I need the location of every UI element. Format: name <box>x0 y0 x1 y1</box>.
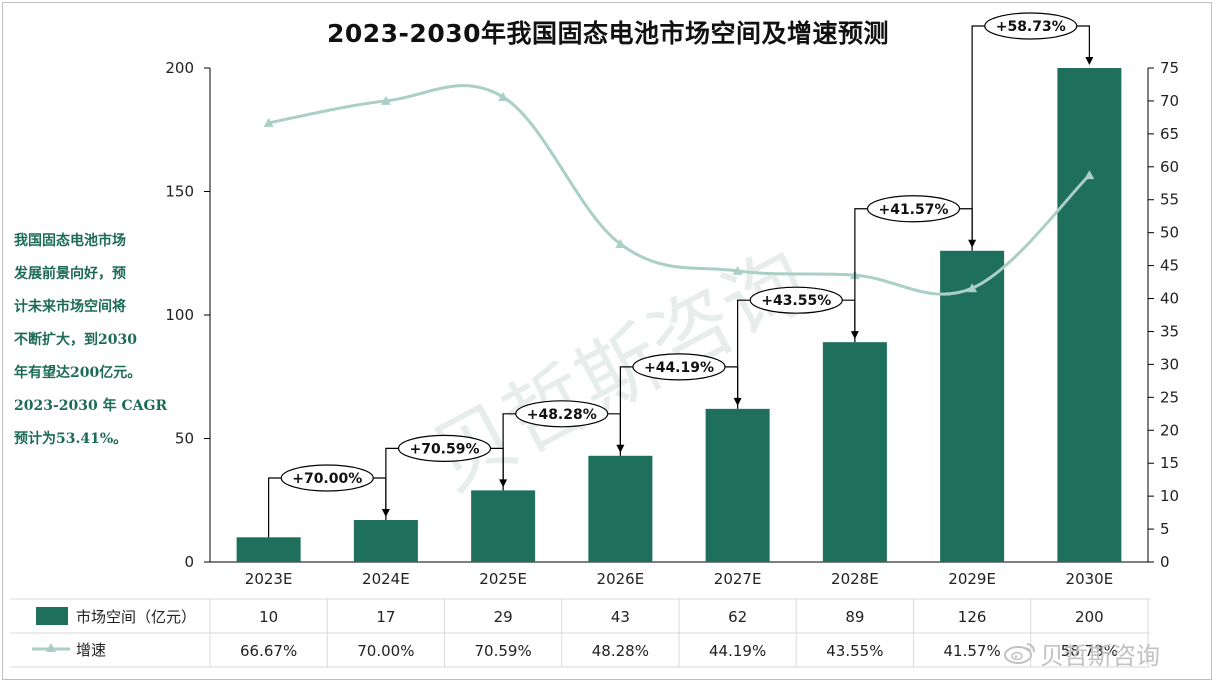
growth-point <box>498 92 509 102</box>
y-right-tick-label: 35 <box>1160 322 1179 340</box>
side-note-line: 计未来市场空间将 <box>14 299 126 315</box>
table-growth-cell: 66.67% <box>240 642 297 660</box>
x-tick-label: 2025E <box>479 570 527 588</box>
growth-point <box>1084 170 1095 180</box>
axes: 0 50 100 150 200 0 5 10 15 20 25 30 35 40 45 50 55 60 65 70… <box>165 59 1179 588</box>
table-growth-cell: 43.55% <box>826 642 883 660</box>
y-right-tick-label: 10 <box>1160 487 1179 505</box>
y-right-tick-label: 40 <box>1160 290 1179 308</box>
table-growth-cell: 70.00% <box>357 642 414 660</box>
side-note-line: 预计为53.41%。 <box>14 431 128 447</box>
table-growth-cell: 44.19% <box>709 642 766 660</box>
annotation-bubble <box>632 353 726 381</box>
side-note-line: 发展前景向好，预 <box>14 266 126 282</box>
annotation-label: +70.00% <box>292 471 362 487</box>
annotation-label: +43.55% <box>761 293 831 309</box>
annotation-bubble <box>397 434 492 462</box>
chart-title: 2023-2030年我国固态电池市场空间及增速预测 <box>326 19 890 48</box>
annotation-label: +44.19% <box>644 360 714 376</box>
annotation-bubble <box>280 464 374 492</box>
weibo-watermark: 贝哲斯咨询 <box>1040 642 1160 670</box>
growth-point <box>732 265 743 275</box>
table-growth-cell: 41.57% <box>944 642 1001 660</box>
y-right-tick-label: 60 <box>1160 158 1179 176</box>
annotation-bubble <box>984 12 1078 40</box>
table-value-cell: 10 <box>259 608 278 626</box>
bar <box>588 455 653 562</box>
x-tick-label: 2024E <box>362 570 410 588</box>
annotation-arrow <box>1085 57 1094 65</box>
table-value-cell: 200 <box>1075 608 1104 626</box>
x-tick-label: 2023E <box>245 570 293 588</box>
y-right-tick-label: 20 <box>1160 421 1179 439</box>
y-right-tick-label: 65 <box>1160 125 1179 143</box>
side-note-line: 2023-2030 年 CAGR <box>14 398 168 414</box>
table-value-cell: 126 <box>958 608 987 626</box>
growth-point <box>263 117 274 127</box>
y-left-tick-label: 100 <box>165 306 194 324</box>
y-right-tick-label: 55 <box>1160 191 1179 209</box>
y-right-tick-label: 15 <box>1160 454 1179 472</box>
growth-point <box>967 283 978 293</box>
annotation-label: +48.28% <box>527 407 597 423</box>
bar <box>236 537 301 562</box>
annotation-bubble <box>866 195 961 223</box>
table-value-cell: 43 <box>611 608 630 626</box>
bar <box>1057 68 1122 562</box>
growth-point <box>615 238 626 248</box>
y-right-tick-label: 30 <box>1160 355 1179 373</box>
bar-series <box>236 68 1122 562</box>
growth-line <box>268 84 1091 296</box>
bar <box>353 520 418 562</box>
y-left-tick-label: 50 <box>175 430 194 448</box>
legend-bar-label: 市场空间（亿元） <box>76 608 196 626</box>
annotation-bubble <box>515 400 609 428</box>
legend-line-label: 增速 <box>76 641 106 659</box>
annotation-label: +70.59% <box>409 441 479 457</box>
annotation-label: +41.57% <box>878 202 948 218</box>
growth-annotations: +70.00% +70.59% +48.28% +44.19% +43.55% +41.5… <box>268 12 1094 538</box>
bar <box>822 342 887 562</box>
y-right-tick-label: 70 <box>1160 92 1179 110</box>
y-left-tick-label: 0 <box>184 553 194 571</box>
legend-line-marker <box>46 643 56 652</box>
table-growth-cell: 48.28% <box>592 642 649 660</box>
side-note-line: 我国固态电池市场 <box>14 233 126 249</box>
bar <box>471 490 536 562</box>
x-tick-label: 2027E <box>714 570 762 588</box>
table-value-cell: 62 <box>728 608 747 626</box>
legend-bar-swatch <box>36 607 68 625</box>
growth-line-series <box>263 84 1095 296</box>
table-value-cell: 17 <box>376 608 395 626</box>
y-left-tick-label: 200 <box>165 59 194 77</box>
data-table: 市场空间（亿元） 增速 10 66.67% 17 70.00% 29 70.59% 43 48.2… <box>10 598 1150 668</box>
side-note-line: 年有望达200亿元。 <box>14 365 142 381</box>
y-left-tick-label: 150 <box>165 183 194 201</box>
annotation-label: +58.73% <box>996 19 1066 35</box>
x-tick-label: 2030E <box>1066 570 1114 588</box>
y-right-tick-label: 75 <box>1160 59 1179 77</box>
table-value-cell: 29 <box>494 608 513 626</box>
growth-point <box>380 95 391 105</box>
annotation-bubble <box>749 286 843 314</box>
x-tick-label: 2029E <box>948 570 996 588</box>
y-right-tick-label: 50 <box>1160 224 1179 242</box>
y-right-tick-label: 5 <box>1160 520 1170 538</box>
side-note: 我国固态电池市场 发展前景向好，预 计未来市场空间将 不断扩大，到2030 年有… <box>14 225 168 456</box>
x-tick-label: 2026E <box>597 570 645 588</box>
bar <box>940 250 1005 562</box>
side-note-line: 不断扩大，到2030 <box>14 332 137 348</box>
x-tick-label: 2028E <box>831 570 879 588</box>
y-right-tick-label: 0 <box>1160 553 1170 571</box>
table-growth-cell: 58.73% <box>1061 642 1118 660</box>
y-right-tick-label: 25 <box>1160 388 1179 406</box>
table-growth-cell: 70.59% <box>475 642 532 660</box>
weibo-logo-icon <box>1004 643 1035 664</box>
table-value-cell: 89 <box>845 608 864 626</box>
bar <box>705 408 770 562</box>
y-right-tick-label: 45 <box>1160 257 1179 275</box>
